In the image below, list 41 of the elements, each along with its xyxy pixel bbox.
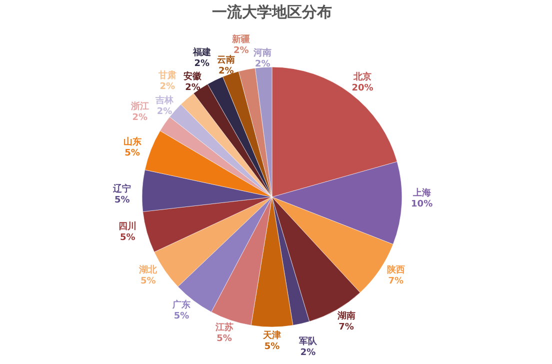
data-label: 2% (156, 107, 172, 118)
slice-label: 湖北 (138, 264, 158, 276)
data-label: 2% (160, 82, 176, 92)
slice-label: 上海 (412, 187, 431, 198)
data-label: 10% (411, 199, 433, 210)
slice-label: 天津 (262, 330, 281, 341)
slice-label: 浙江 (130, 100, 149, 112)
slice-label: 山东 (123, 136, 142, 148)
data-label: 2% (218, 66, 234, 76)
data-label: 5% (174, 312, 190, 322)
slice-label: 江苏 (214, 322, 234, 334)
data-label: 7% (338, 322, 354, 332)
slice-label: 新疆 (231, 34, 250, 46)
data-label: 2% (300, 348, 316, 358)
slice-label: 湖南 (336, 310, 356, 322)
slice-label: 河南 (252, 47, 272, 58)
data-label: 20% (352, 83, 374, 94)
data-label: 5% (124, 148, 140, 158)
slice-label: 安徽 (184, 70, 203, 82)
slice-label: 吉林 (154, 95, 175, 106)
slice-label: 甘肃 (157, 70, 176, 81)
data-label: 2% (233, 46, 249, 56)
slice-label: 辽宁 (112, 184, 132, 195)
slice-label: 军队 (298, 336, 318, 347)
chart-title: 一流大学地区分布 (212, 3, 332, 21)
data-label: 5% (140, 276, 156, 287)
data-label: 2% (132, 112, 148, 123)
slice-label: 广东 (171, 300, 190, 311)
data-label: 5% (120, 232, 136, 243)
slice-label: 北京 (352, 71, 372, 82)
data-label: 5% (216, 334, 232, 344)
slice-label: 陕西 (386, 264, 405, 276)
data-label: 2% (194, 59, 210, 70)
data-label: 2% (255, 59, 270, 70)
slice-label: 四川 (118, 220, 137, 232)
data-label: 7% (388, 276, 404, 287)
slice-label: 云南 (217, 54, 236, 66)
slice-label: 福建 (192, 47, 211, 58)
data-label: 2% (185, 82, 200, 93)
data-label: 5% (114, 196, 130, 206)
data-label: 5% (264, 342, 280, 352)
